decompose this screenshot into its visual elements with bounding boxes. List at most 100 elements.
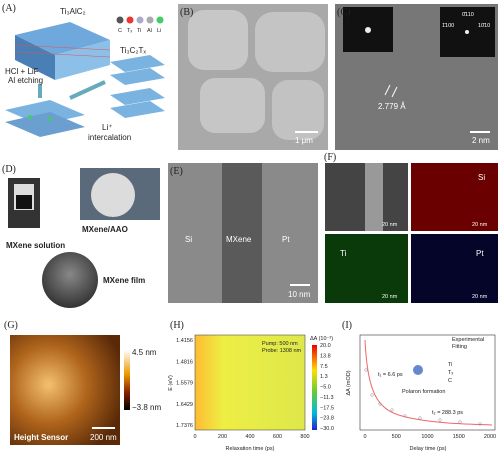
y-tick-label: 1.4156 [176, 338, 193, 344]
panel-d: (D) MXene solution MXene/AAO MXene film [2, 164, 160, 308]
legend-label: Experimental [452, 337, 484, 343]
mode: Height Sensor [14, 433, 68, 442]
colorbar-tick: 1.3 [320, 374, 328, 380]
map-label: Pt [476, 249, 484, 258]
panel-b: (B) 1 μm [178, 4, 328, 150]
y-tick-label: 1.5579 [176, 381, 193, 387]
label: HCl + LiF [5, 67, 39, 76]
colorbar-tick: −17.5 [320, 405, 334, 411]
map-label: Si [478, 173, 485, 182]
panel-label: (A) [2, 3, 16, 14]
y-tick-label: 1.4816 [176, 359, 193, 365]
colorbar-tick: −5.0 [320, 385, 331, 391]
colorbar-tick: −23.8 [320, 416, 334, 422]
panel-a: (A) Ti₃AlC₂ C Tₓ Ti Al Li Ti₃C₂Tₓ HCl + … [2, 3, 165, 142]
legend-label: C [118, 28, 122, 34]
fit-curve [364, 339, 493, 426]
film-photo [42, 252, 98, 308]
y-axis-label: E (eV) [168, 375, 174, 391]
scale-bar: 20 nm [472, 222, 488, 228]
colorbar-label: ΔA (10⁻³) [310, 336, 333, 342]
panel-label: (E) [170, 166, 183, 177]
panel-h: (H) Pump: 500 nm Probe: 1308 nm 1.4156 1.… [168, 320, 334, 452]
layer-label: Pt [282, 235, 290, 244]
panel-i: (I) Experimental Fitting t₁ = 6.6 ps t₂ … [342, 320, 496, 452]
legend-label: Tₓ [127, 28, 132, 34]
arrow [69, 80, 106, 100]
label: MXene solution [6, 241, 65, 250]
panel-g: (G) 4.5 nm −3.8 nm Height Sensor 200 nm [4, 320, 161, 445]
x-tick-label: 800 [300, 434, 309, 440]
panel-label: (F) [324, 152, 336, 163]
colorbar [124, 350, 130, 410]
layer-label: Si [185, 235, 192, 244]
panel-c: (C) 1̄100 0̄110 10̄10 2.779 Å 2 nm [335, 4, 498, 150]
plot-frame [359, 334, 496, 431]
afm-image [10, 335, 120, 445]
legend-label: Ti [137, 28, 141, 34]
colorbar-tick: 7.5 [320, 364, 328, 370]
panel-label: (B) [180, 7, 193, 18]
scale-bar: 20 nm [382, 222, 398, 228]
panel-label: (H) [170, 320, 184, 331]
label: Ti₃C₂Tₓ [120, 46, 146, 55]
panel-label: (G) [4, 320, 18, 331]
crystal [14, 22, 111, 80]
label: Al etching [8, 76, 43, 85]
scale-bar: 2 nm [472, 136, 490, 145]
legend-label: Al [147, 28, 152, 34]
legend-atoms: C Tₓ Ti Al Li [116, 16, 164, 34]
label: intercalation [88, 133, 131, 142]
label: Ti₃AlC₂ [60, 7, 86, 16]
probe: Probe: 1308 nm [262, 348, 302, 354]
spot-label: 1̄100 [442, 23, 454, 29]
x-tick-label: 400 [245, 434, 254, 440]
label: Li⁺ [102, 123, 112, 132]
label: MXene film [103, 276, 145, 285]
colorbar-tick: −30.0 [320, 426, 334, 432]
atom [413, 365, 423, 375]
x-tick-label: 1000 [421, 434, 433, 440]
x-tick-label: 1500 [453, 434, 465, 440]
tau: t₂ = 288.3 ps [432, 410, 463, 416]
spot-label: 10̄10 [478, 23, 490, 29]
map-label: Ti [340, 249, 347, 258]
colorbar-max: 4.5 nm [132, 348, 157, 357]
y-tick-label: 1.7376 [176, 423, 193, 429]
panel-label: (C) [337, 7, 350, 18]
layer-label: MXene [226, 235, 252, 244]
tau: t₁ = 6.6 ps [378, 372, 403, 378]
heatmap [194, 334, 306, 431]
label: MXene/AAO [82, 225, 128, 234]
colorbar-tick: 20.0 [320, 343, 331, 349]
panel-e: (E) Si MXene Pt 10 nm [168, 163, 318, 303]
x-axis-label: Relaxation time (ps) [226, 446, 275, 452]
etched [5, 100, 85, 137]
legend-label: Fitting [452, 344, 467, 350]
colorbar-min: −3.8 nm [132, 403, 161, 412]
colorbar-tick: 13.8 [320, 353, 331, 359]
colorbar [312, 345, 317, 430]
pump: Pump: 500 nm [262, 341, 298, 347]
atom-label: C [448, 378, 452, 384]
atom-label: Ti [448, 362, 452, 368]
scale-bar: 10 nm [288, 290, 311, 299]
y-axis-label: ΔA (mOD) [346, 370, 352, 395]
scale-bar: 20 nm [382, 294, 398, 300]
scale-bar: 200 nm [90, 433, 117, 442]
scale-bar: 20 nm [472, 294, 488, 300]
x-tick-label: 2000 [484, 434, 496, 440]
sheets [110, 55, 165, 118]
x-tick-label: 0 [193, 434, 196, 440]
scale-bar: 1 μm [295, 136, 313, 145]
x-tick-label: 500 [392, 434, 401, 440]
x-tick-label: 600 [273, 434, 282, 440]
panel-label: (I) [342, 320, 352, 331]
y-tick-label: 1.6429 [176, 402, 193, 408]
x-axis-label: Delay time (ps) [410, 446, 447, 452]
panel-label: (D) [2, 164, 16, 175]
atom-label: Tₓ [448, 370, 453, 376]
spot-label: 0̄110 [462, 12, 474, 18]
x-tick-label: 200 [218, 434, 227, 440]
